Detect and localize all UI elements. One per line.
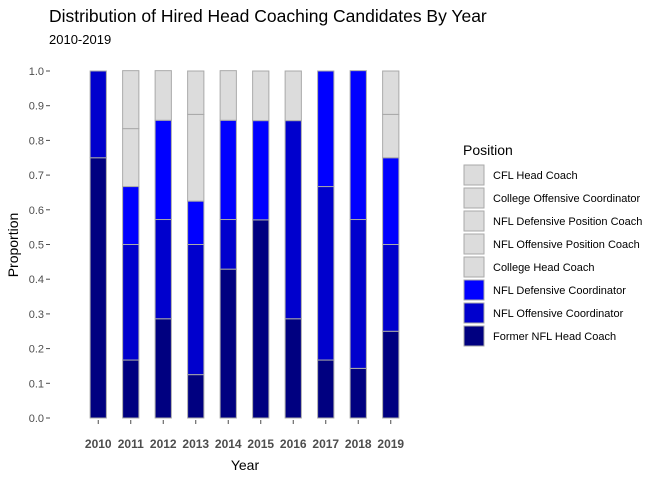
bar-segment-2012-4 xyxy=(154,70,172,121)
bar-segment-2015-4 xyxy=(252,70,270,122)
bars-group xyxy=(89,70,400,419)
x-axis-title: Year xyxy=(231,457,260,473)
x-tick-label: 2016 xyxy=(280,437,307,451)
y-tick-label: 0.1 xyxy=(29,378,44,390)
x-tick-label: 2019 xyxy=(377,437,404,451)
bar-segment-2011-5 xyxy=(122,70,140,130)
bar-segment-2010-1 xyxy=(89,157,107,419)
legend-label: NFL Defensive Coordinator xyxy=(493,285,626,297)
x-tick-label: 2011 xyxy=(118,437,144,451)
legend-swatch xyxy=(463,279,485,301)
bar-segment-2019-3 xyxy=(382,157,400,245)
x-axis: 2010 2011 2012 2013 2014 2015 2016 2017 2018 2019 xyxy=(85,420,404,451)
legend: Position CFL Head Coach College Offensive… xyxy=(463,142,642,347)
legend-swatch xyxy=(463,325,485,347)
bar-segment-2017-3 xyxy=(317,70,335,188)
bar-segment-2016-2 xyxy=(284,120,302,320)
bar-segment-2014-2 xyxy=(219,219,237,270)
x-tick-label: 2018 xyxy=(345,437,372,451)
bar-segment-2019-4 xyxy=(382,113,400,159)
x-tick-label: 2013 xyxy=(182,437,209,451)
y-tick-label: 0.4 xyxy=(29,274,44,286)
bar-segment-2013-2 xyxy=(187,244,205,376)
bar-segment-2018-3 xyxy=(349,70,367,221)
legend-label: Former NFL Head Coach xyxy=(493,331,616,343)
y-tick-label: 0.2 xyxy=(29,344,44,356)
legend-title: Position xyxy=(463,142,513,158)
bar-segment-2013-1 xyxy=(187,374,205,419)
bar-segment-2017-1 xyxy=(317,359,335,419)
bar-segment-2011-3 xyxy=(122,186,140,245)
chart-title: Distribution of Hired Head Coaching Cand… xyxy=(49,6,487,26)
bar-segment-2015-3 xyxy=(252,120,270,221)
legend-label: College Head Coach xyxy=(493,262,595,274)
bar-segment-2014-3 xyxy=(219,119,237,221)
legend-swatch xyxy=(463,210,485,232)
y-tick-label: 0.6 xyxy=(29,205,44,217)
bar-segment-2013-4 xyxy=(187,113,205,202)
x-tick-label: 2015 xyxy=(247,437,274,451)
y-tick-label: 0.9 xyxy=(29,101,44,113)
bar-segment-2011-1 xyxy=(122,359,140,419)
bar-segment-2017-2 xyxy=(317,186,335,361)
bar-segment-2014-4 xyxy=(219,70,237,121)
x-tick-label: 2014 xyxy=(215,437,242,451)
y-axis: 0.0 0.1 0.2 0.3 0.4 0.5 0.6 0.7 0.8 0.9 1.0 xyxy=(29,66,50,425)
x-tick-label: 2012 xyxy=(150,437,177,451)
legend-label: CFL Head Coach xyxy=(493,170,578,182)
chart-subtitle: 2010-2019 xyxy=(49,32,111,47)
legend-swatch xyxy=(463,233,485,255)
bar-segment-2012-1 xyxy=(154,318,172,419)
bar-segment-2016-1 xyxy=(284,318,302,419)
bar-segment-2019-5 xyxy=(382,70,400,115)
bar-segment-2018-1 xyxy=(349,367,367,419)
y-tick-label: 0.0 xyxy=(29,413,44,425)
bar-segment-2013-3 xyxy=(187,200,205,245)
y-tick-label: 0.8 xyxy=(29,135,44,147)
x-tick-label: 2017 xyxy=(312,437,339,451)
bar-segment-2012-3 xyxy=(154,119,172,221)
bar-segment-2012-2 xyxy=(154,219,172,320)
bar-segment-2016-4 xyxy=(284,70,302,122)
bar-segment-2019-1 xyxy=(382,330,400,419)
legend-swatch xyxy=(463,187,485,209)
bar-segment-2011-2 xyxy=(122,244,140,361)
bar-segment-2010-2 xyxy=(89,70,107,159)
bar-segment-2018-2 xyxy=(349,219,367,369)
legend-swatch xyxy=(463,164,485,186)
bar-segment-2013-5 xyxy=(187,70,205,115)
y-tick-label: 1.0 xyxy=(29,66,44,78)
legend-label: NFL Defensive Position Coach xyxy=(493,216,642,228)
legend-label: College Offensive Coordinator xyxy=(493,193,640,205)
bar-segment-2019-2 xyxy=(382,244,400,332)
legend-swatch xyxy=(463,256,485,278)
y-tick-label: 0.5 xyxy=(29,240,44,252)
y-axis-title: Proportion xyxy=(5,213,21,278)
y-tick-label: 0.3 xyxy=(29,309,44,321)
x-tick-label: 2010 xyxy=(85,437,112,451)
legend-label: NFL Offensive Position Coach xyxy=(493,239,640,251)
bar-segment-2011-4 xyxy=(122,128,140,188)
bar-segment-2015-1 xyxy=(252,219,270,419)
legend-swatch xyxy=(463,302,485,324)
legend-label: NFL Offensive Coordinator xyxy=(493,308,624,320)
y-tick-label: 0.7 xyxy=(29,170,44,182)
bar-segment-2014-1 xyxy=(219,268,237,419)
